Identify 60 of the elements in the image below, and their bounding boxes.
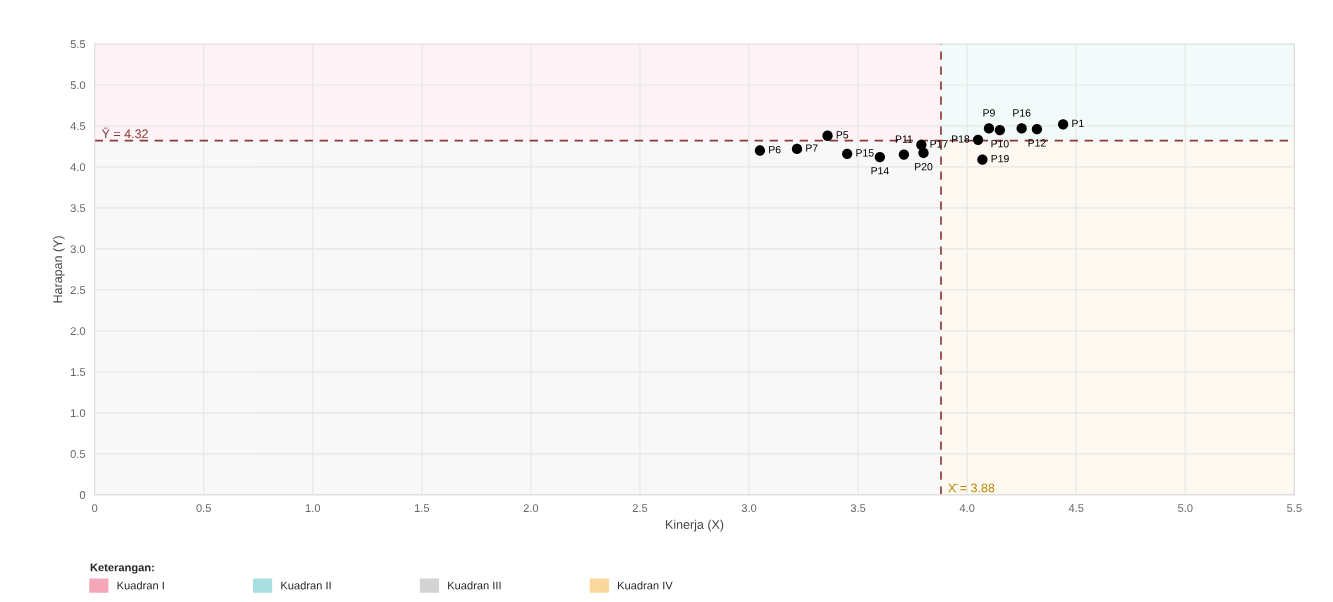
legend-label: Kuadran III [448, 581, 501, 590]
annotation: P7 [806, 144, 818, 152]
legend-label: Kuadran IV [618, 581, 673, 590]
y-tick-label: 1.0 [71, 409, 86, 417]
y-tick-label: 5.0 [70, 81, 86, 90]
y-tick-label: 2.0 [70, 327, 86, 336]
y-tick-label: 0 [79, 491, 86, 499]
y-tick-label: 4.0 [70, 163, 86, 172]
x-tick-label: 1.5 [414, 504, 430, 513]
y-tick-label: 3.0 [70, 245, 86, 254]
x-tick-label: 3.0 [741, 504, 757, 513]
y-tick-label: 1.5 [71, 368, 86, 377]
point [754, 145, 766, 156]
point [898, 149, 910, 160]
legend-label: Kuadran I [117, 581, 164, 590]
point [791, 143, 803, 155]
annotation: P9 [983, 109, 995, 117]
y-tick-label: 3.5 [70, 204, 86, 213]
point [1057, 119, 1069, 130]
x-tick-label: 2.0 [523, 504, 539, 513]
point [874, 151, 886, 163]
annotation: P15 [856, 149, 874, 157]
point [977, 154, 988, 165]
annotation: P1 [1072, 119, 1084, 127]
x-tick-label: 1.0 [305, 504, 321, 513]
y-tick-label: 0.5 [70, 450, 86, 458]
legend-title: Keterangan: [90, 563, 154, 574]
point [983, 123, 995, 134]
annotation: P10 [991, 140, 1009, 148]
annotation: P6 [769, 145, 781, 154]
y-axis-title: Harapan (Y) [52, 236, 65, 303]
x-axis-title: Kinerja (X) [666, 519, 724, 532]
point [1031, 124, 1043, 135]
y-tick-label: 4.5 [70, 122, 86, 131]
point [972, 134, 984, 146]
annotation: P19 [991, 154, 1009, 163]
point [822, 130, 833, 141]
annotation: P20 [915, 162, 933, 171]
legend-label: Kuadran II [281, 581, 331, 590]
annotation: P14 [871, 167, 889, 175]
point [918, 147, 929, 159]
annotation: P5 [836, 131, 849, 139]
x-tick-label: 5.5 [1287, 504, 1302, 513]
annotation: P12 [1028, 139, 1046, 147]
annotation: P16 [1013, 109, 1031, 117]
x-tick-label: 5.0 [1178, 504, 1193, 513]
x-tick-label: 0.5 [196, 504, 211, 513]
x-tick-label: 0 [91, 504, 98, 513]
y-tick-label: 2.5 [70, 286, 86, 295]
point [1016, 123, 1027, 134]
point [994, 124, 1006, 136]
y-tick-label: 5.5 [70, 40, 86, 49]
ref-line-label: X̄ = 3.88 [948, 483, 995, 493]
x-tick-label: 4.0 [959, 504, 975, 513]
ref-line-label: Ȳ = 4.32 [101, 127, 148, 139]
x-tick-label: 2.5 [632, 504, 648, 513]
x-tick-label: 4.5 [1068, 504, 1084, 513]
annotation: P11 [895, 135, 913, 143]
point [842, 148, 853, 159]
x-tick-label: 3.5 [850, 504, 866, 513]
